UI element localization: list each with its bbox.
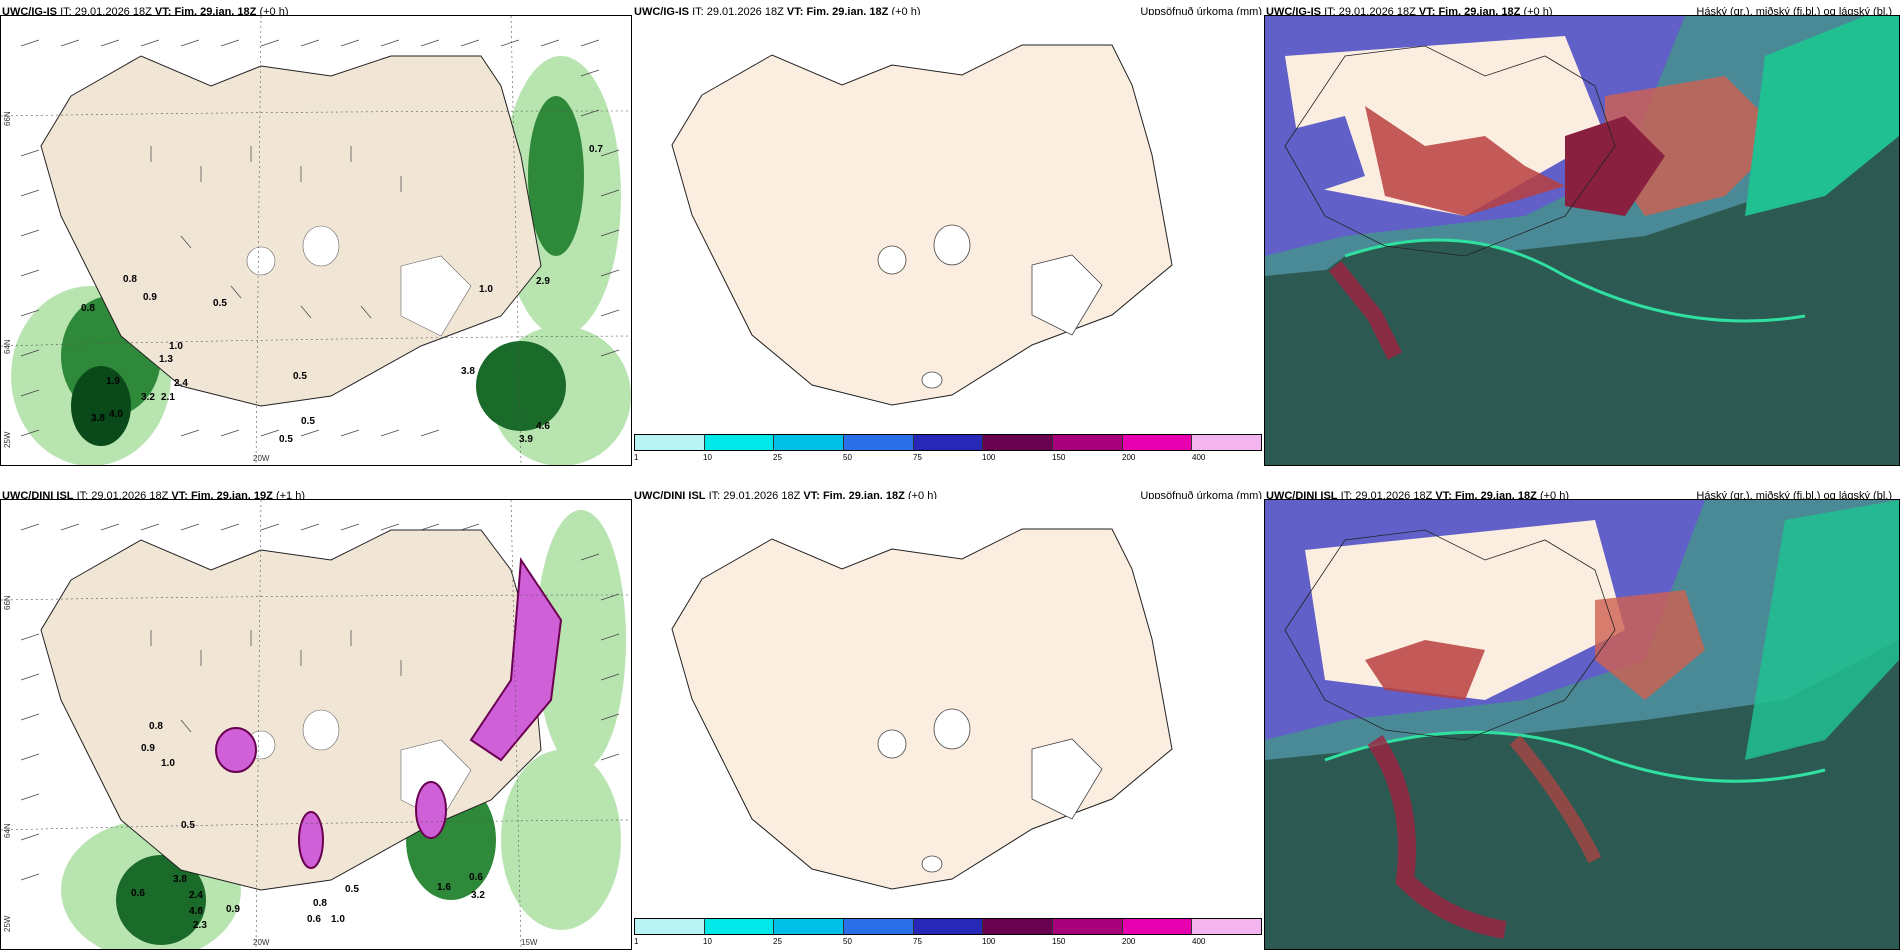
- precip-value: 0.9: [143, 292, 157, 303]
- colorbar-tick: 400: [1192, 937, 1206, 946]
- precip-value: 4.0: [109, 409, 123, 420]
- precip-value: 0.5: [293, 371, 307, 382]
- precip-value: 0.8: [149, 721, 163, 732]
- panel-top-left: UWC/IG-IS IT: 29.01.2026 18Z VT: Fim. 29…: [0, 0, 632, 466]
- colorbar-tick: 75: [913, 453, 922, 462]
- precip-value: 0.6: [307, 914, 321, 925]
- map-clouds[interactable]: [1264, 15, 1900, 466]
- colorbar-tick: 25: [773, 453, 782, 462]
- precip-value: 0.8: [81, 303, 95, 314]
- colorbar-tick: 400: [1192, 453, 1206, 462]
- colorbar-swatch: [1053, 919, 1123, 934]
- precip-value: 1.0: [169, 341, 183, 352]
- lon-label-25: 25W: [3, 915, 12, 932]
- lon-label-25: 25W: [3, 431, 12, 448]
- colorbar-swatch: [635, 919, 705, 934]
- precip-value: 3.9: [519, 434, 533, 445]
- precip-value: 2.3: [193, 920, 207, 931]
- lat-label-64: 64N: [3, 823, 12, 838]
- colorbar-swatch: [844, 919, 914, 934]
- colorbar-tick: 200: [1122, 937, 1136, 946]
- precip-value: 1.0: [331, 914, 345, 925]
- colorbar-tick: 100: [982, 453, 996, 462]
- colorbar-tick: 1: [634, 453, 639, 462]
- precip-value: 3.2: [471, 890, 485, 901]
- colorbar-tick: 200: [1122, 453, 1136, 462]
- precip-value: 0.5: [301, 416, 315, 427]
- colorbar-swatch: [913, 435, 984, 450]
- precip-value: 1.6: [437, 882, 451, 893]
- precip-value: 1.0: [479, 284, 493, 295]
- colorbar-swatch: [913, 919, 984, 934]
- map-wind-precip[interactable]: 66N 64N 25W 20W 15W 0.8 0.9 1.0 0.5 0.6 …: [0, 499, 632, 950]
- panel-bottom-right: UWC/DINI ISL IT: 29.01.2026 18Z VT: Fim.…: [1264, 484, 1900, 950]
- precip-value: 0.9: [141, 743, 155, 754]
- precip-value: 3.8: [173, 874, 187, 885]
- colorbar-swatch: [1122, 919, 1193, 934]
- colorbar-tick: 10: [703, 937, 712, 946]
- precip-value: 0.5: [345, 884, 359, 895]
- map-accum-precip[interactable]: [632, 499, 1264, 950]
- lon-label-15: 15W: [521, 938, 538, 947]
- precip-value: 2.4: [174, 378, 188, 389]
- colorbar-swatch: [983, 435, 1054, 450]
- lon-label-20: 20W: [253, 938, 270, 947]
- colorbar-tick: 150: [1052, 453, 1066, 462]
- colorbar-tick: 10: [703, 453, 712, 462]
- colorbar: [634, 434, 1262, 451]
- panel-bottom-middle: UWC/DINI ISL IT: 29.01.2026 18Z VT: Fim.…: [632, 484, 1264, 950]
- colorbar-swatch: [983, 919, 1054, 934]
- colorbar-swatch: [704, 435, 775, 450]
- map-clouds[interactable]: [1264, 499, 1900, 950]
- colorbar-swatch: [1122, 435, 1193, 450]
- colorbar: [634, 918, 1262, 935]
- lat-label-66: 66N: [3, 595, 12, 610]
- precip-value: 0.7: [589, 144, 603, 155]
- precip-value: 0.5: [213, 298, 227, 309]
- panel-top-middle: UWC/IG-IS IT: 29.01.2026 18Z VT: Fim. 29…: [632, 0, 1264, 466]
- colorbar-swatch: [774, 435, 845, 450]
- precip-value: 3.8: [91, 413, 105, 424]
- colorbar-tick: 1: [634, 937, 639, 946]
- colorbar-swatch: [704, 919, 775, 934]
- precip-value: 2.4: [189, 890, 203, 901]
- panel-top-right: UWC/IG-IS IT: 29.01.2026 18Z VT: Fim. 29…: [1264, 0, 1900, 466]
- lat-label-64: 64N: [3, 339, 12, 354]
- colorbar-tick: 50: [843, 453, 852, 462]
- colorbar-swatch: [1053, 435, 1123, 450]
- colorbar-tick: 50: [843, 937, 852, 946]
- precip-value: 0.6: [469, 872, 483, 883]
- lon-label-20: 20W: [253, 454, 270, 463]
- precip-value: 4.6: [536, 421, 550, 432]
- precip-value: 0.6: [131, 888, 145, 899]
- lat-label-66: 66N: [3, 111, 12, 126]
- precip-value: 0.8: [123, 274, 137, 285]
- map-accum-precip[interactable]: [632, 15, 1264, 466]
- panel-bottom-left: UWC/DINI ISL IT: 29.01.2026 18Z VT: Fim.…: [0, 484, 632, 950]
- colorbar-swatch: [844, 435, 914, 450]
- colorbar-tick: 25: [773, 937, 782, 946]
- precip-value: 4.8: [189, 906, 203, 917]
- precip-value: 0.9: [226, 904, 240, 915]
- precip-value: 1.3: [159, 354, 173, 365]
- colorbar-swatch: [774, 919, 845, 934]
- precip-value: 1.0: [161, 758, 175, 769]
- colorbar-tick: 100: [982, 937, 996, 946]
- colorbar-tick: 150: [1052, 937, 1066, 946]
- colorbar-tick: 75: [913, 937, 922, 946]
- precip-value: 3.8: [461, 366, 475, 377]
- colorbar-swatch: [1192, 919, 1262, 934]
- colorbar-swatch: [635, 435, 705, 450]
- precip-value: 2.1: [161, 392, 175, 403]
- precip-value: 1.9: [106, 376, 120, 387]
- precip-value: 0.5: [279, 434, 293, 445]
- precip-value: 0.5: [181, 820, 195, 831]
- colorbar-swatch: [1192, 435, 1262, 450]
- precip-value: 2.9: [536, 276, 550, 287]
- precip-value: 0.8: [313, 898, 327, 909]
- map-wind-precip[interactable]: 66N 64N 25W 20W 0.7 0.8 0.9 1.0 1.3 0.5 …: [0, 15, 632, 466]
- precip-value: 3.2: [141, 392, 155, 403]
